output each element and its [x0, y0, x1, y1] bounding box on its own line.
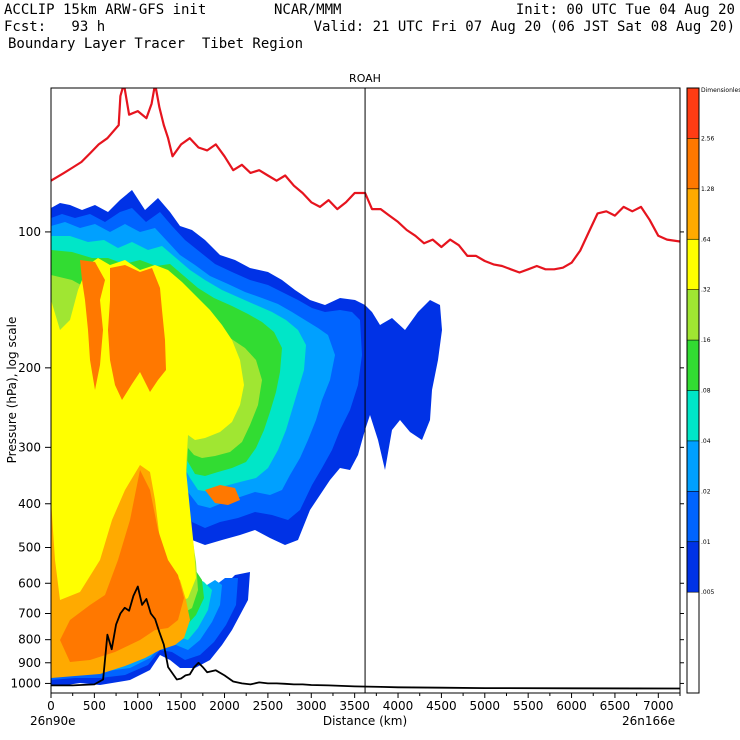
colorbar-level-label: 1.28: [701, 186, 715, 193]
x-tick-label: 4500: [426, 699, 457, 713]
colorbar-swatch: [687, 340, 699, 391]
colorbar-swatch: [687, 239, 699, 290]
header-line3-left: Boundary Layer Tracer Tibet Region: [8, 36, 304, 52]
x-tick-label: 6500: [600, 699, 631, 713]
colorbar-level-label: .005: [701, 589, 715, 596]
colorbar-swatch: [687, 642, 699, 693]
header-line1-right: Init: 00 UTC Tue 04 Aug 20: [515, 2, 735, 18]
y-tick-label: 600: [18, 576, 41, 590]
chart-title: ROAH: [349, 72, 381, 85]
x-tick-label: 2500: [253, 699, 284, 713]
x-tick-label: 500: [83, 699, 106, 713]
x-tick-label: 4000: [383, 699, 414, 713]
y-tick-label: 300: [18, 440, 41, 454]
colorbar-level-label: 2.56: [701, 135, 715, 142]
x-tick-label: 2000: [209, 699, 240, 713]
colorbar-swatch: [687, 188, 699, 240]
y-tick-label: 500: [18, 541, 41, 555]
y-tick-label: 1000: [10, 676, 41, 690]
x-end-label: 26n166e: [622, 714, 675, 728]
colorbar-level-label: .04: [701, 438, 711, 445]
y-tick-label: 700: [18, 606, 41, 620]
colorbar-level-label: .16: [701, 337, 711, 344]
colorbar-level-label: .64: [701, 236, 711, 243]
series-line-terrain: [51, 585, 680, 690]
x-tick-label: 6000: [556, 699, 587, 713]
colorbar-swatch: [687, 289, 699, 341]
colorbar-level-label: .01: [701, 539, 711, 546]
y-tick-label: 900: [18, 656, 41, 670]
x-tick-label: 3000: [296, 699, 327, 713]
header-line2-right: Valid: 21 UTC Fri 07 Aug 20 (06 JST Sat …: [313, 19, 735, 35]
x-tick-label: 1500: [166, 699, 197, 713]
y-tick-label: 800: [18, 633, 41, 647]
colorbar-swatch: [687, 138, 699, 189]
header-line2-left: Fcst: 93 h: [4, 19, 106, 35]
x-tick-label: 0: [47, 699, 55, 713]
colorbar-level-label: .32: [701, 287, 711, 294]
tracer-field: [51, 190, 442, 686]
x-tick-label: 5000: [470, 699, 501, 713]
colorbar-swatch: [687, 592, 699, 643]
y-tick-label: 200: [18, 361, 41, 375]
colorbar-swatch: [687, 440, 699, 492]
colorbar-title: Dimensionless: [701, 87, 740, 94]
colorbar-swatch: [687, 88, 699, 139]
tracer-contour-level-8: [60, 260, 240, 662]
y-axis-label: Pressure (hPa), log scale: [5, 317, 19, 464]
colorbar-level-label: .02: [701, 488, 711, 495]
colorbar-swatch: [687, 491, 699, 542]
y-tick-label: 100: [18, 225, 41, 239]
series-line-tropopause: [51, 88, 680, 274]
x-start-label: 26n90e: [30, 714, 76, 728]
axes: 0 500 1000 1500 2000 2500 3000 3500 4000 4500 5000…: [10, 87, 684, 713]
colorbar: Dimensionless 2.56 1.28 .64 .32 .16 .08 .04 .02.…: [686, 87, 740, 694]
colorbar-level-label: .08: [701, 388, 711, 395]
x-tick-label: 3500: [339, 699, 370, 713]
series-lines: [51, 88, 680, 690]
x-axis-label: Distance (km): [323, 714, 407, 728]
header-line1-left: ACCLIP 15km ARW-GFS init: [4, 2, 207, 18]
header-line1-mid: NCAR/MMM: [274, 2, 342, 18]
colorbar-swatch: [687, 390, 699, 441]
colorbar-swatch: [687, 541, 699, 593]
y-tick-label: 400: [18, 497, 41, 511]
x-tick-label: 5500: [513, 699, 544, 713]
x-tick-label: 1000: [122, 699, 153, 713]
x-tick-label: 7000: [643, 699, 674, 713]
